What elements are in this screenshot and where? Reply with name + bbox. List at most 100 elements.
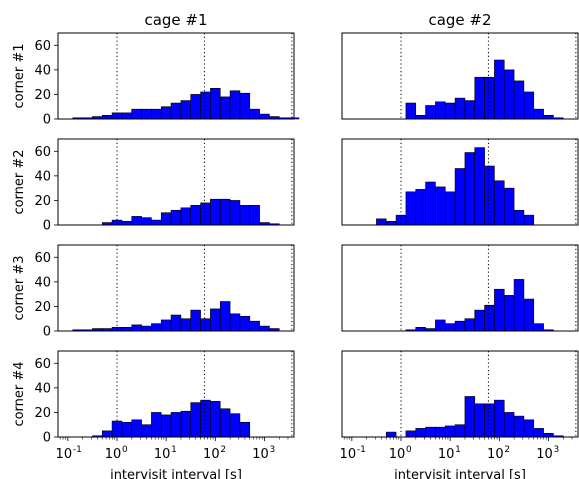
x-tick-label: 10 bbox=[536, 447, 553, 462]
histogram-bar bbox=[415, 115, 426, 120]
histogram-bar bbox=[513, 80, 525, 120]
histogram-bar bbox=[249, 320, 260, 332]
panel-1-2: cage #2 bbox=[341, 11, 579, 120]
histogram-bar bbox=[229, 90, 241, 120]
histogram-bar bbox=[151, 323, 162, 332]
histogram-bar bbox=[180, 100, 192, 120]
histogram-bar bbox=[229, 413, 241, 438]
histogram-bar bbox=[101, 430, 113, 438]
histogram-bar bbox=[415, 189, 426, 226]
histogram-bar bbox=[503, 295, 515, 332]
histogram-bar bbox=[200, 399, 211, 438]
axes-frame bbox=[341, 138, 579, 226]
histogram-bar bbox=[513, 415, 525, 438]
panel-2-1: 0 20 40 60 corner #2 bbox=[12, 138, 295, 234]
x-tick-exponent: -1 bbox=[357, 445, 366, 455]
row-label: corner #2 bbox=[12, 149, 27, 214]
x-tick-exponent: 1 bbox=[455, 445, 461, 455]
y-tick-label: 20 bbox=[34, 406, 51, 421]
histogram-bar bbox=[160, 319, 172, 332]
histogram-bar bbox=[523, 419, 535, 438]
x-tick-label: 10 bbox=[340, 447, 357, 462]
histogram-bar bbox=[131, 324, 142, 332]
histogram-bar bbox=[190, 205, 201, 226]
axes-frame bbox=[57, 138, 295, 226]
histogram-bar bbox=[170, 314, 182, 332]
histogram-bar bbox=[180, 318, 192, 332]
histogram-bar bbox=[494, 59, 505, 120]
histogram-bar bbox=[160, 414, 172, 438]
histogram-bar bbox=[484, 76, 495, 120]
histogram-bar bbox=[444, 425, 456, 438]
histogram-bar bbox=[415, 428, 426, 438]
histogram-bar bbox=[219, 198, 231, 226]
histogram-bar bbox=[543, 115, 554, 120]
x-tick-exponent: 2 bbox=[504, 445, 510, 455]
histogram-bar bbox=[494, 399, 505, 438]
y-tick-label: 0 bbox=[43, 113, 51, 128]
histogram-bar bbox=[239, 315, 251, 332]
histogram-bar bbox=[180, 207, 192, 226]
histogram-bar bbox=[111, 219, 123, 226]
histogram-bar bbox=[405, 191, 417, 226]
histogram-bar bbox=[121, 221, 133, 226]
histogram-bar bbox=[533, 323, 544, 332]
histogram-bar bbox=[219, 301, 231, 332]
histogram-bar bbox=[101, 115, 113, 120]
histogram-bar bbox=[376, 218, 387, 226]
histogram-bar bbox=[464, 100, 476, 120]
histogram-bar bbox=[385, 431, 397, 438]
y-tick-label: 60 bbox=[34, 357, 51, 372]
x-axis-label: intervisit interval [s] bbox=[110, 468, 242, 479]
y-tick-label: 40 bbox=[34, 275, 51, 290]
histogram-bar bbox=[210, 308, 221, 332]
histogram-bar bbox=[415, 327, 426, 332]
histogram-bar bbox=[494, 288, 505, 332]
histogram-bar bbox=[464, 152, 476, 226]
y-tick-label: 40 bbox=[34, 169, 51, 184]
histogram-bar bbox=[131, 216, 142, 226]
column-title: cage #2 bbox=[428, 11, 491, 29]
x-tick-label: 10 bbox=[203, 447, 220, 462]
histogram-bar bbox=[513, 209, 525, 226]
histogram-bar bbox=[444, 191, 456, 226]
histogram-bar bbox=[249, 108, 260, 120]
x-tick-label: 10 bbox=[56, 447, 73, 462]
histogram-bar bbox=[210, 87, 221, 120]
panel-1-1: 0 20 40 60 cage #1 corner #1 bbox=[12, 11, 300, 128]
x-tick-exponent: 0 bbox=[122, 445, 128, 455]
histogram-bar bbox=[210, 198, 221, 226]
panel-3-2 bbox=[341, 244, 579, 332]
histogram-bar bbox=[523, 91, 535, 120]
histogram-bar bbox=[190, 402, 201, 438]
histogram-bar bbox=[190, 94, 201, 120]
y-tick-label: 60 bbox=[34, 251, 51, 266]
histogram-bar bbox=[200, 91, 211, 120]
row-label: corner #4 bbox=[12, 361, 27, 426]
x-tick-exponent: 3 bbox=[270, 445, 276, 455]
y-tick-label: 20 bbox=[34, 88, 51, 103]
histogram-bar bbox=[425, 105, 436, 120]
x-axis-label: intervisit interval [s] bbox=[394, 468, 526, 479]
panel-2-2 bbox=[341, 138, 579, 226]
histogram-bar bbox=[523, 298, 535, 332]
histogram-bar bbox=[170, 102, 182, 120]
histogram-bar bbox=[454, 97, 466, 120]
y-tick-label: 20 bbox=[34, 194, 51, 209]
histogram-bar bbox=[219, 96, 231, 120]
x-tick-label: 10 bbox=[105, 447, 122, 462]
histogram-bar bbox=[435, 101, 446, 120]
histogram-bar bbox=[454, 168, 466, 226]
histogram-bar bbox=[474, 403, 485, 438]
histogram-bar bbox=[190, 309, 201, 332]
histogram-bar bbox=[484, 304, 495, 332]
histogram-bar bbox=[425, 426, 436, 438]
histogram-bar bbox=[494, 180, 505, 226]
y-tick-label: 0 bbox=[43, 431, 51, 446]
histogram-bar bbox=[131, 419, 142, 438]
histogram-bar bbox=[474, 147, 485, 226]
histogram-bar bbox=[444, 102, 456, 120]
histogram-bar bbox=[239, 205, 251, 226]
x-tick-exponent: 3 bbox=[554, 445, 560, 455]
